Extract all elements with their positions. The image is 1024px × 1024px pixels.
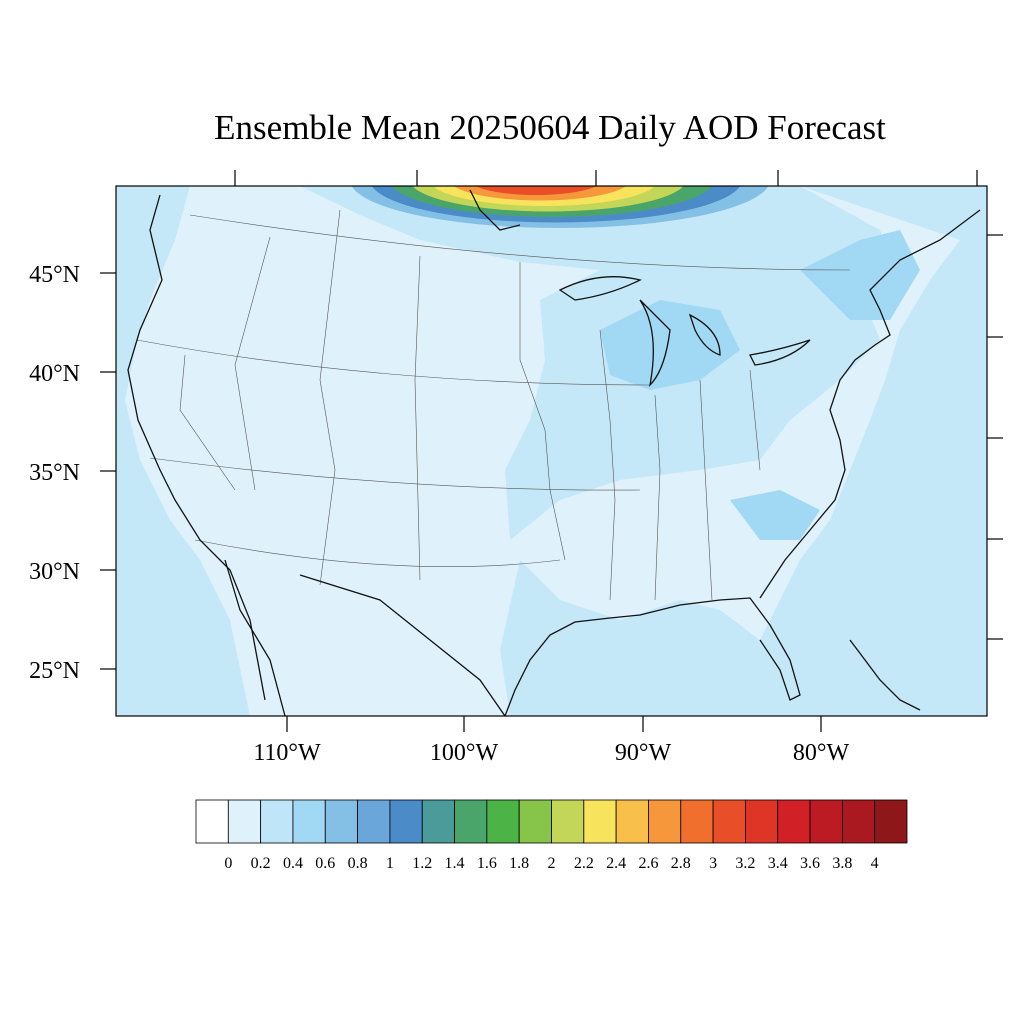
colorbar-swatch — [745, 799, 779, 844]
colorbar-swatch — [486, 799, 520, 844]
colorbar-swatch — [324, 799, 358, 844]
colorbar-tick-label: 3.2 — [735, 855, 755, 872]
lat-label: 30°N — [29, 559, 80, 585]
colorbar-swatch — [227, 799, 262, 844]
map-frame — [115, 185, 988, 717]
left-ticks — [100, 272, 116, 670]
colorbar-swatch — [195, 799, 229, 844]
colorbar-tick-label: 1.4 — [445, 855, 465, 872]
lat-label: 35°N — [29, 460, 80, 486]
colorbar-swatch — [357, 799, 391, 844]
colorbar-swatch — [551, 799, 585, 844]
colorbar-swatch — [389, 799, 423, 844]
gulf-aod-region — [500, 560, 760, 716]
colorbar-swatch — [777, 799, 811, 844]
lat-label: 40°N — [29, 361, 80, 387]
colorbar-swatch — [680, 799, 714, 844]
colorbar-tick-label: 0.6 — [315, 855, 335, 872]
map-title: Ensemble Mean 20250604 Daily AOD Forecas… — [214, 108, 886, 147]
pacific-aod-region — [116, 186, 250, 716]
colorbar-swatch — [454, 799, 488, 844]
lon-label: 80°W — [793, 740, 850, 766]
colorbar-tick-label: 2.2 — [574, 855, 594, 872]
aod-field — [116, 186, 987, 716]
colorbar-swatch — [712, 799, 746, 844]
northeast-aod-region — [800, 230, 920, 320]
longitude-labels: 110°W 100°W 90°W 80°W — [253, 740, 849, 766]
midwest-aod-region — [505, 250, 880, 540]
lat-label: 25°N — [29, 658, 80, 684]
lon-label: 90°W — [615, 740, 672, 766]
latitude-labels: 45°N 40°N 35°N 30°N 25°N — [29, 262, 80, 684]
colorbar-tick-label: 3 — [709, 855, 717, 872]
colorbar-tick-label: 0 — [224, 855, 232, 872]
colorbar-tick-label: 1.6 — [477, 855, 497, 872]
colorbar-tick-label: 3.4 — [768, 855, 788, 872]
lakes-aod-region — [600, 300, 740, 390]
bottom-ticks — [286, 716, 822, 732]
colorbar-swatch — [260, 799, 294, 844]
coastlines — [127, 189, 981, 717]
colorbar-swatch — [583, 799, 617, 844]
colorbar-swatch — [809, 799, 843, 844]
colorbar-swatch — [874, 799, 908, 844]
colorbar-tick-label: 2.6 — [638, 855, 658, 872]
colorbar-tick-label: 1 — [386, 855, 394, 872]
colorbar-tick-label: 1.2 — [412, 855, 432, 872]
colorbar-swatch — [518, 799, 552, 844]
colorbar-tick-label: 3.8 — [832, 855, 852, 872]
state-boundaries — [136, 209, 851, 601]
lon-label: 100°W — [430, 740, 499, 766]
right-ticks — [987, 234, 1003, 640]
colorbar-swatch — [648, 799, 682, 844]
colorbar-tick-label: 2.4 — [606, 855, 626, 872]
atlantic-aod-region — [720, 186, 987, 716]
colorbar-tick-label: 2 — [548, 855, 556, 872]
colorbar-tick-label: 1.8 — [509, 855, 529, 872]
colorbar-tick-label: 0.8 — [348, 855, 368, 872]
lat-label: 45°N — [29, 262, 80, 288]
colorbar-swatch — [292, 799, 326, 844]
colorbar-tick-label: 3.6 — [800, 855, 820, 872]
smoke-plume — [351, 186, 769, 228]
colorbar-tick-label: 0.2 — [251, 855, 271, 872]
colorbar: 0 0.2 0.4 0.6 0.8 1 1.2 1.4 1.6 1.8 2 2.2 2.4 2.6 2.8 3… — [195, 799, 908, 872]
lon-label: 110°W — [253, 740, 321, 766]
colorbar-swatch — [615, 799, 649, 844]
southeast-aod-region — [730, 490, 820, 540]
colorbar-tick-label: 2.8 — [671, 855, 691, 872]
top-ticks — [234, 170, 978, 186]
colorbar-tick-label: 0.4 — [283, 855, 303, 872]
colorbar-swatch — [421, 799, 455, 844]
colorbar-tick-label: 4 — [871, 855, 879, 872]
colorbar-swatch — [841, 799, 876, 844]
plume-band — [475, 186, 597, 195]
